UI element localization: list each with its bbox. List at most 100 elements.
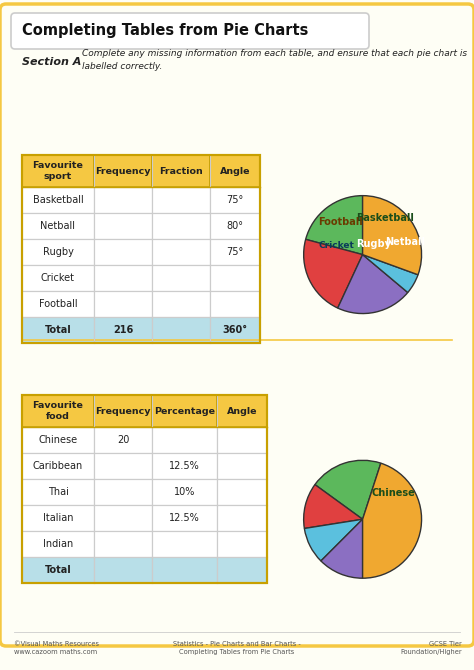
Text: 360°: 360° xyxy=(222,325,247,335)
Text: Netball: Netball xyxy=(40,221,75,231)
Text: Fraction: Fraction xyxy=(159,167,203,176)
Text: Angle: Angle xyxy=(220,167,250,176)
Bar xyxy=(22,395,267,583)
Wedge shape xyxy=(304,519,363,561)
Text: Basketball: Basketball xyxy=(356,213,414,223)
Bar xyxy=(94,155,152,187)
Bar xyxy=(22,155,94,187)
Text: Percentage: Percentage xyxy=(154,407,215,415)
Text: Football: Football xyxy=(318,217,363,227)
Bar xyxy=(210,291,260,317)
Bar xyxy=(217,453,267,479)
Text: 20: 20 xyxy=(117,435,129,445)
Bar xyxy=(22,395,94,427)
Text: Football: Football xyxy=(39,299,77,309)
Bar xyxy=(217,479,267,505)
Bar xyxy=(22,557,94,583)
Bar xyxy=(22,239,94,265)
Wedge shape xyxy=(315,460,381,519)
Text: Indian: Indian xyxy=(43,539,73,549)
Text: 75°: 75° xyxy=(227,195,244,205)
Bar xyxy=(22,427,94,453)
Bar xyxy=(22,155,260,343)
FancyBboxPatch shape xyxy=(0,4,474,646)
Bar xyxy=(94,395,152,427)
Bar xyxy=(152,317,210,343)
Text: Italian: Italian xyxy=(43,513,73,523)
Text: Complete any missing information from each table, and ensure that each pie chart: Complete any missing information from ea… xyxy=(82,50,467,71)
Text: Chinese: Chinese xyxy=(372,488,415,498)
Bar xyxy=(152,531,217,557)
Bar xyxy=(22,479,94,505)
Bar xyxy=(217,531,267,557)
Bar xyxy=(152,265,210,291)
Text: Completing Tables from Pie Charts: Completing Tables from Pie Charts xyxy=(22,23,309,38)
Text: Netball: Netball xyxy=(385,237,425,247)
Bar xyxy=(210,187,260,213)
Bar xyxy=(94,239,152,265)
Text: Cricket: Cricket xyxy=(41,273,75,283)
Bar xyxy=(94,265,152,291)
Text: Frequency: Frequency xyxy=(95,167,151,176)
Bar xyxy=(22,187,94,213)
Bar xyxy=(94,479,152,505)
Bar xyxy=(94,531,152,557)
Bar xyxy=(22,155,260,343)
Bar xyxy=(217,557,267,583)
Wedge shape xyxy=(363,196,421,275)
Bar xyxy=(152,239,210,265)
Bar xyxy=(22,317,94,343)
Bar xyxy=(22,265,94,291)
Bar xyxy=(94,427,152,453)
Bar xyxy=(22,395,267,583)
Wedge shape xyxy=(304,484,363,529)
Bar xyxy=(217,395,267,427)
Bar xyxy=(152,155,210,187)
Bar xyxy=(152,453,217,479)
Bar xyxy=(152,291,210,317)
Text: Angle: Angle xyxy=(227,407,257,415)
Bar xyxy=(152,395,217,427)
Bar xyxy=(94,187,152,213)
Bar xyxy=(152,479,217,505)
FancyBboxPatch shape xyxy=(11,13,369,49)
Bar xyxy=(22,531,94,557)
Bar xyxy=(94,213,152,239)
Bar xyxy=(94,317,152,343)
Text: Thai: Thai xyxy=(47,487,68,497)
Text: 75°: 75° xyxy=(227,247,244,257)
Bar xyxy=(152,213,210,239)
Text: 216: 216 xyxy=(113,325,133,335)
Wedge shape xyxy=(337,255,408,314)
Text: Total: Total xyxy=(45,565,72,575)
Wedge shape xyxy=(304,239,363,308)
Text: Rugby: Rugby xyxy=(356,239,391,249)
Text: ©Visual Maths Resources
www.cazoom maths.com: ©Visual Maths Resources www.cazoom maths… xyxy=(14,641,99,655)
Bar xyxy=(210,213,260,239)
Bar xyxy=(217,505,267,531)
Bar xyxy=(22,291,94,317)
Bar xyxy=(22,213,94,239)
Text: Statistics - Pie Charts and Bar Charts -
Completing Tables from Pie Charts: Statistics - Pie Charts and Bar Charts -… xyxy=(173,641,301,655)
Bar xyxy=(217,427,267,453)
Text: GCSE Tier
Foundation/Higher: GCSE Tier Foundation/Higher xyxy=(401,641,462,655)
Text: 80°: 80° xyxy=(227,221,244,231)
Bar xyxy=(210,265,260,291)
Bar xyxy=(152,187,210,213)
Text: 12.5%: 12.5% xyxy=(169,461,200,471)
Wedge shape xyxy=(363,255,418,293)
Text: Favourite
food: Favourite food xyxy=(33,401,83,421)
Text: 12.5%: 12.5% xyxy=(169,513,200,523)
Text: Frequency: Frequency xyxy=(95,407,151,415)
Text: Total: Total xyxy=(45,325,72,335)
Text: Cricket: Cricket xyxy=(318,241,354,251)
Bar xyxy=(22,453,94,479)
Bar xyxy=(94,505,152,531)
Text: 10%: 10% xyxy=(174,487,195,497)
Bar xyxy=(210,239,260,265)
Text: Favourite
sport: Favourite sport xyxy=(33,161,83,181)
Text: Caribbean: Caribbean xyxy=(33,461,83,471)
Text: Rugby: Rugby xyxy=(43,247,73,257)
Bar xyxy=(152,557,217,583)
Wedge shape xyxy=(306,196,363,255)
